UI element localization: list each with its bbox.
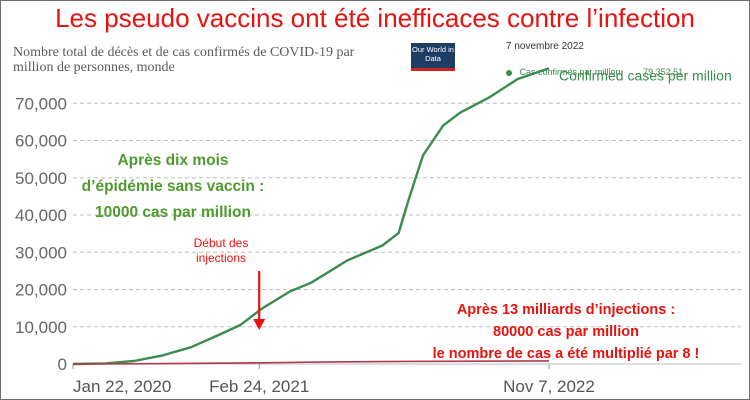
y-tick-label: 50,000: [15, 169, 67, 188]
owid-logo: Our World in Data: [411, 43, 455, 71]
annotation-arrow-label: Début des injections: [171, 236, 271, 266]
y-tick-label: 30,000: [15, 243, 67, 262]
x-tick-label: Nov 7, 2022: [503, 377, 595, 396]
x-tick-label: Jan 22, 2020: [73, 377, 171, 396]
chart-subtitle: Nombre total de décès et de cas confirmé…: [13, 45, 355, 75]
legend-dot-icon: [506, 69, 512, 76]
annotation-arrow-line: Début des: [193, 236, 249, 250]
y-tick-label: 70,000: [15, 94, 67, 113]
annotation-green-line: 10000 cas par million: [95, 204, 251, 221]
series-label: Confirmed cases per million: [559, 67, 732, 83]
annotation-red: Après 13 milliards d’injections : 80000 …: [396, 299, 736, 365]
y-tick-label: 40,000: [15, 206, 67, 225]
x-tick-label: Feb 24, 2021: [209, 377, 309, 396]
legend-label: Cas confirmés par million: [519, 67, 621, 77]
annotation-red-line: Après 13 milliards d’injections :: [456, 302, 676, 318]
cases-line: [72, 67, 550, 366]
date-label: 7 novembre 2022: [506, 41, 584, 52]
legend: Cas confirmés par million 79 352,51: [506, 67, 683, 77]
annotation-arrow-line: injections: [195, 251, 247, 265]
annotation-green-line: d’épidémie sans vaccin :: [81, 178, 265, 195]
annotation-arrow-icon: [253, 319, 266, 330]
y-tick-label: 0: [58, 355, 67, 374]
legend-value: 79 352,51: [643, 67, 684, 77]
y-tick-label: 20,000: [15, 281, 67, 300]
y-tick-label: 60,000: [15, 132, 67, 151]
annotation-green: Après dix mois d’épidémie sans vaccin : …: [73, 148, 273, 226]
annotation-red-line: 80000 cas par million: [493, 324, 639, 340]
annotation-green-line: Après dix mois: [117, 152, 229, 169]
annotation-red-line: le nombre de cas a été multiplié par 8 !: [432, 346, 700, 362]
page-title: Les pseudo vaccins ont été inefficaces c…: [55, 3, 695, 33]
y-tick-label: 10,000: [15, 318, 67, 337]
deaths-line: [72, 360, 550, 365]
